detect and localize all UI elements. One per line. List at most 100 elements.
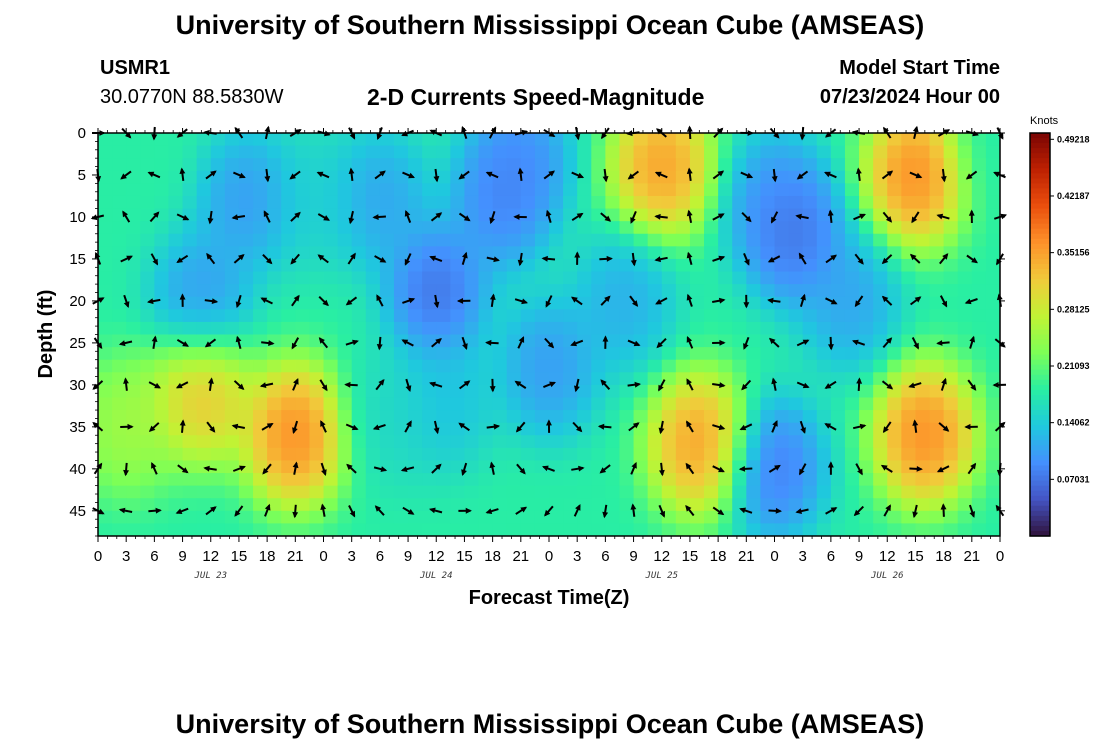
current-arrow [770,211,779,224]
heatmap-cell [478,284,494,298]
heatmap-cell [577,233,592,247]
heatmap-cell [577,284,592,298]
heatmap-cell [534,271,550,285]
arrow-head [940,503,947,510]
arrow-head [456,298,464,304]
current-arrow [320,503,327,517]
heatmap-cell [901,321,917,336]
arrow-head [602,511,609,519]
heatmap-cell [140,359,155,373]
heatmap-cell [943,284,959,298]
heatmap-cell [943,372,959,386]
heatmap-cell [506,246,522,260]
heatmap-cell [746,221,761,235]
heatmap-cell [732,195,747,210]
arrow-head [518,336,525,343]
current-arrow [712,424,726,431]
heatmap-cell [802,447,818,462]
current-arrow [881,380,894,390]
current-arrow [147,298,161,305]
current-arrow [402,297,416,304]
x-tick-label: 18 [484,548,501,565]
heatmap-cell [224,271,240,285]
heatmap-cell [689,195,705,210]
heatmap-cell [309,208,325,222]
heatmap-cell [844,384,860,399]
heatmap-cell [436,473,451,487]
heatmap-cell [577,183,592,197]
heatmap-cell [112,133,127,147]
colorbar-label: 0.14062 [1057,418,1090,428]
arrow-head [604,215,612,222]
heatmap-cell [859,233,874,247]
heatmap-cell [436,284,451,298]
heatmap-cell [351,221,367,235]
arrow-head [291,342,298,350]
heatmap-cell [154,233,170,247]
heatmap-cell [549,473,564,487]
heatmap-cell [534,321,550,336]
heatmap-cell [478,498,494,512]
heatmap-cell [196,296,212,310]
heatmap-cell [140,410,155,424]
heatmap-cell [253,233,268,247]
heatmap-cell [534,422,550,436]
heatmap-cell [238,473,254,487]
heatmap-cell [253,321,268,336]
heatmap-cell [802,384,818,399]
arrow-head [179,419,186,426]
heatmap-cell [549,145,564,159]
heatmap-cell [859,523,874,536]
heatmap-cell [224,158,240,172]
heatmap-cell [210,359,226,373]
heatmap-cell [929,309,945,323]
heatmap-cell [718,359,733,373]
heatmap-cell [985,397,1000,411]
heatmap-cell [563,473,578,487]
colorbar-band [1030,198,1050,205]
arrow-head [262,468,269,475]
heatmap-cell [577,447,592,462]
heatmap-cell [943,523,959,536]
x-tick-label: 0 [94,548,102,565]
current-arrow [654,256,668,263]
current-arrow [599,255,613,262]
heatmap-cell [534,246,550,260]
heatmap-cell [351,208,367,222]
heatmap-cell [788,145,804,159]
heatmap-cell [859,158,874,172]
heatmap-cell [436,246,451,260]
heatmap-cell [196,359,212,373]
heatmap-cell [365,510,381,524]
arrow-head [796,173,804,180]
heatmap-cell [929,233,945,247]
heatmap-cell [788,158,804,172]
current-arrow [798,252,807,265]
arrow-head [435,338,442,345]
current-arrow [910,253,921,264]
arrow-head [827,461,834,468]
colorbar-band [1030,415,1050,421]
current-arrow [771,420,778,433]
heatmap-cell [774,170,790,184]
heatmap-cell [971,170,987,184]
heatmap-cell [98,359,113,373]
colorbar-band [1030,430,1050,436]
heatmap-cell [675,309,691,323]
current-arrow [828,336,834,351]
heatmap-cell [675,359,691,373]
heatmap-cell [196,195,212,210]
heatmap-cell [337,170,353,184]
heatmap-cell [591,523,606,536]
heatmap-cell [957,221,973,235]
current-arrow [207,210,214,225]
heatmap-cell [281,233,296,247]
heatmap-cell [309,183,325,197]
heatmap-cell [323,510,339,524]
arrow-head [912,419,919,426]
arrow-head [634,381,641,388]
arrow-head [718,424,726,431]
heatmap-cell [281,498,296,512]
heatmap-cell [774,397,790,411]
current-arrow [881,170,894,180]
